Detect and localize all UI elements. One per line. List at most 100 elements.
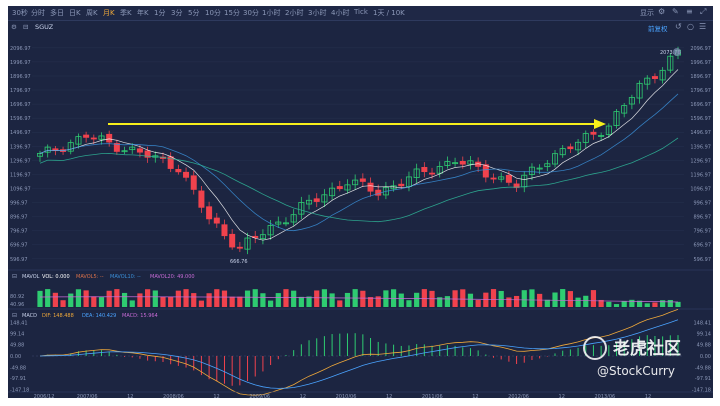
timeframe-7[interactable]: 年K [137,9,149,17]
macd-legend-2: DEA: 140.429 [82,313,116,319]
candle-body [467,160,474,165]
volume-bar [137,293,143,307]
volume-bar [437,297,443,307]
timeframe-2[interactable]: 多日 [50,9,64,17]
chart-canvas[interactable]: 2096.97 2096.97 1996.97 1996.97 1896.97 1896.… [8,6,713,398]
candle-body [136,148,143,153]
timeframe-17[interactable]: 4小时 [331,9,350,17]
display-menu[interactable]: 显示 [640,9,654,17]
timeframe-4[interactable]: 周K [86,9,98,17]
price-tick-right: 1996.97 [690,60,711,66]
timeframe-12[interactable]: 15分 [224,9,240,17]
price-tick-left: 796.97 [10,229,28,235]
candle-body [221,224,228,237]
candle-body [282,222,289,225]
volume-bar [452,290,458,307]
price-tick-right: 1596.97 [690,116,711,122]
adjust-button[interactable]: 前复权 [648,25,668,33]
x-tick-label: 2010/06 [336,394,357,398]
timeframe-19[interactable]: 1天 / 10K [373,9,405,17]
price-tick-right: 1796.97 [690,88,711,94]
timeframe-18[interactable]: Tick [354,8,368,16]
volume-bar [490,289,497,307]
candle-body [121,150,128,153]
candle-body [290,214,297,223]
ma-short-line [39,69,679,241]
candle-body [544,163,551,168]
candle-body [67,142,74,152]
indicator-icon: ⊟ [12,273,17,280]
volume-bar [667,299,673,307]
candle-body [651,76,658,79]
reset-icon[interactable]: ↺ [675,22,682,31]
volume-bar [75,289,82,307]
price-tick-right: 896.97 [694,215,712,221]
candle-body [129,146,136,151]
candle-body [490,177,497,180]
price-tick-left: 1196.97 [10,172,31,178]
candle-body [275,221,282,225]
volume-bar [613,304,620,307]
volume-bar [660,300,666,307]
volume-bar [260,293,266,307]
candle-body [452,162,459,165]
x-tick-label: 12 [213,394,219,398]
volume-bar [298,296,304,307]
volume-bar [544,299,550,307]
timeframe-9[interactable]: 3分 [171,9,183,17]
x-tick-label: 12 [472,394,478,398]
dif-line [39,309,679,396]
volume-bar [175,290,181,307]
search-icon[interactable]: ○ [687,22,694,31]
more-icon[interactable]: ☰ [699,22,707,31]
x-tick-label: 12 [645,394,651,398]
volume-bar [590,290,597,307]
volume-bar [275,293,281,307]
timeframe-8[interactable]: 1分 [154,9,166,17]
timeframe-15[interactable]: 2小时 [285,9,304,17]
volume-bar [644,303,650,307]
timeframe-1[interactable]: 分时 [31,9,45,17]
menu-icon[interactable]: ≡ [686,7,693,16]
volume-bar [314,290,320,307]
timeframe-11[interactable]: 10分 [205,9,221,17]
timeframe-14[interactable]: 1小时 [262,9,281,17]
x-tick-label: 12 [300,394,306,398]
timeframe-0[interactable]: 30秒 [12,9,28,17]
volume-bar [375,296,381,307]
x-tick-label: 12 [559,394,565,398]
volume-bar [421,289,427,307]
macd-tick-right: -97.91 [695,376,711,382]
candle-body [306,199,313,205]
candle-body [659,69,666,81]
timeframe-10[interactable]: 5分 [188,9,200,17]
volume-bar [344,292,351,307]
timeframe-6[interactable]: 季K [120,9,132,17]
timeframe-13[interactable]: 30分 [243,9,259,17]
price-tick-right: 1296.97 [690,158,711,164]
volume-legend-0: MAVOL [22,274,40,280]
candle-body [559,148,566,156]
volume-bar [629,299,635,307]
x-tick-label: 2008/06 [163,394,184,398]
volume-bar [606,301,612,307]
settings-icon[interactable]: ⚙ [658,7,666,16]
symbol-label: SGUZ [35,23,54,31]
volume-bar [221,290,228,307]
fullscreen-icon[interactable]: ⤢ [700,7,707,16]
draw-icon[interactable]: ✎ [672,7,679,16]
candle-body [336,186,343,190]
volume-bar [521,290,527,307]
gear-icon[interactable]: ⚙ [11,23,17,31]
candle-body [75,136,82,145]
volume-bar [45,289,51,307]
timeframe-5[interactable]: 月K [103,9,115,17]
timeframe-3[interactable]: 日K [69,9,81,17]
candle-body [644,77,651,85]
timeframe-16[interactable]: 3小时 [308,9,327,17]
indicator-icon[interactable]: ⊟ [23,23,29,31]
volume-bar [191,293,197,307]
candle-body [413,168,420,178]
candle-body [628,97,635,105]
x-tick-label: 2013/06 [594,394,615,398]
